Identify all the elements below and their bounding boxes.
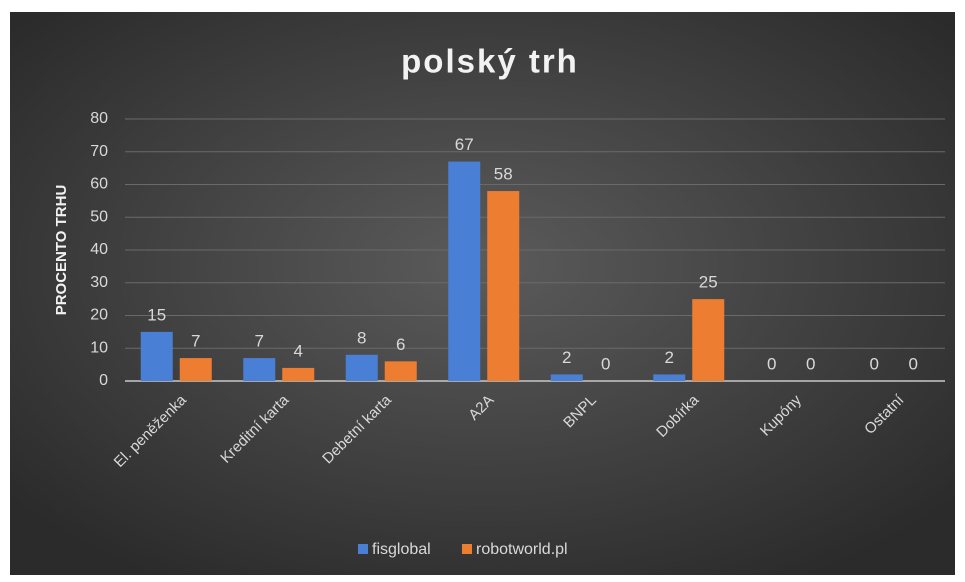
- legend-swatch: [462, 544, 472, 554]
- bar: [282, 367, 315, 381]
- legend-label: fisglobal: [372, 541, 431, 558]
- data-label: 15: [147, 305, 166, 324]
- data-label: 0: [767, 354, 776, 373]
- data-label: 0: [806, 354, 815, 373]
- y-tick-label: 40: [90, 241, 108, 258]
- data-label: 7: [255, 332, 264, 351]
- bar: [179, 358, 212, 381]
- y-tick-label: 20: [90, 307, 108, 324]
- bar: [345, 354, 378, 381]
- y-tick-label: 0: [99, 372, 108, 389]
- y-tick-label: 60: [90, 176, 108, 193]
- chart-title: polský trh: [401, 43, 579, 80]
- bar: [487, 191, 520, 381]
- bar: [653, 374, 686, 381]
- y-axis-label: PROCENTO TRHU: [53, 185, 70, 316]
- bar: [448, 161, 481, 381]
- data-label: 2: [562, 348, 571, 367]
- legend-swatch: [358, 544, 368, 554]
- data-label: 4: [294, 341, 303, 360]
- y-tick-label: 80: [90, 110, 108, 127]
- chart-background: [10, 12, 955, 575]
- data-label: 0: [870, 354, 879, 373]
- bar: [550, 374, 583, 381]
- bar: [140, 331, 173, 381]
- data-label: 58: [494, 165, 513, 184]
- bar: [243, 358, 276, 381]
- y-tick-label: 30: [90, 274, 108, 291]
- data-label: 0: [909, 354, 918, 373]
- data-label: 6: [396, 335, 405, 354]
- bar: [384, 361, 417, 381]
- y-tick-label: 50: [90, 208, 108, 225]
- data-label: 0: [601, 354, 610, 373]
- legend-label: robotworld.pl: [476, 541, 568, 558]
- y-tick-label: 10: [90, 339, 108, 356]
- data-label: 67: [455, 135, 474, 154]
- bar: [692, 299, 725, 381]
- data-label: 25: [699, 273, 718, 292]
- data-label: 7: [191, 332, 200, 351]
- data-label: 8: [357, 328, 366, 347]
- y-tick-label: 70: [90, 143, 108, 160]
- data-label: 2: [665, 348, 674, 367]
